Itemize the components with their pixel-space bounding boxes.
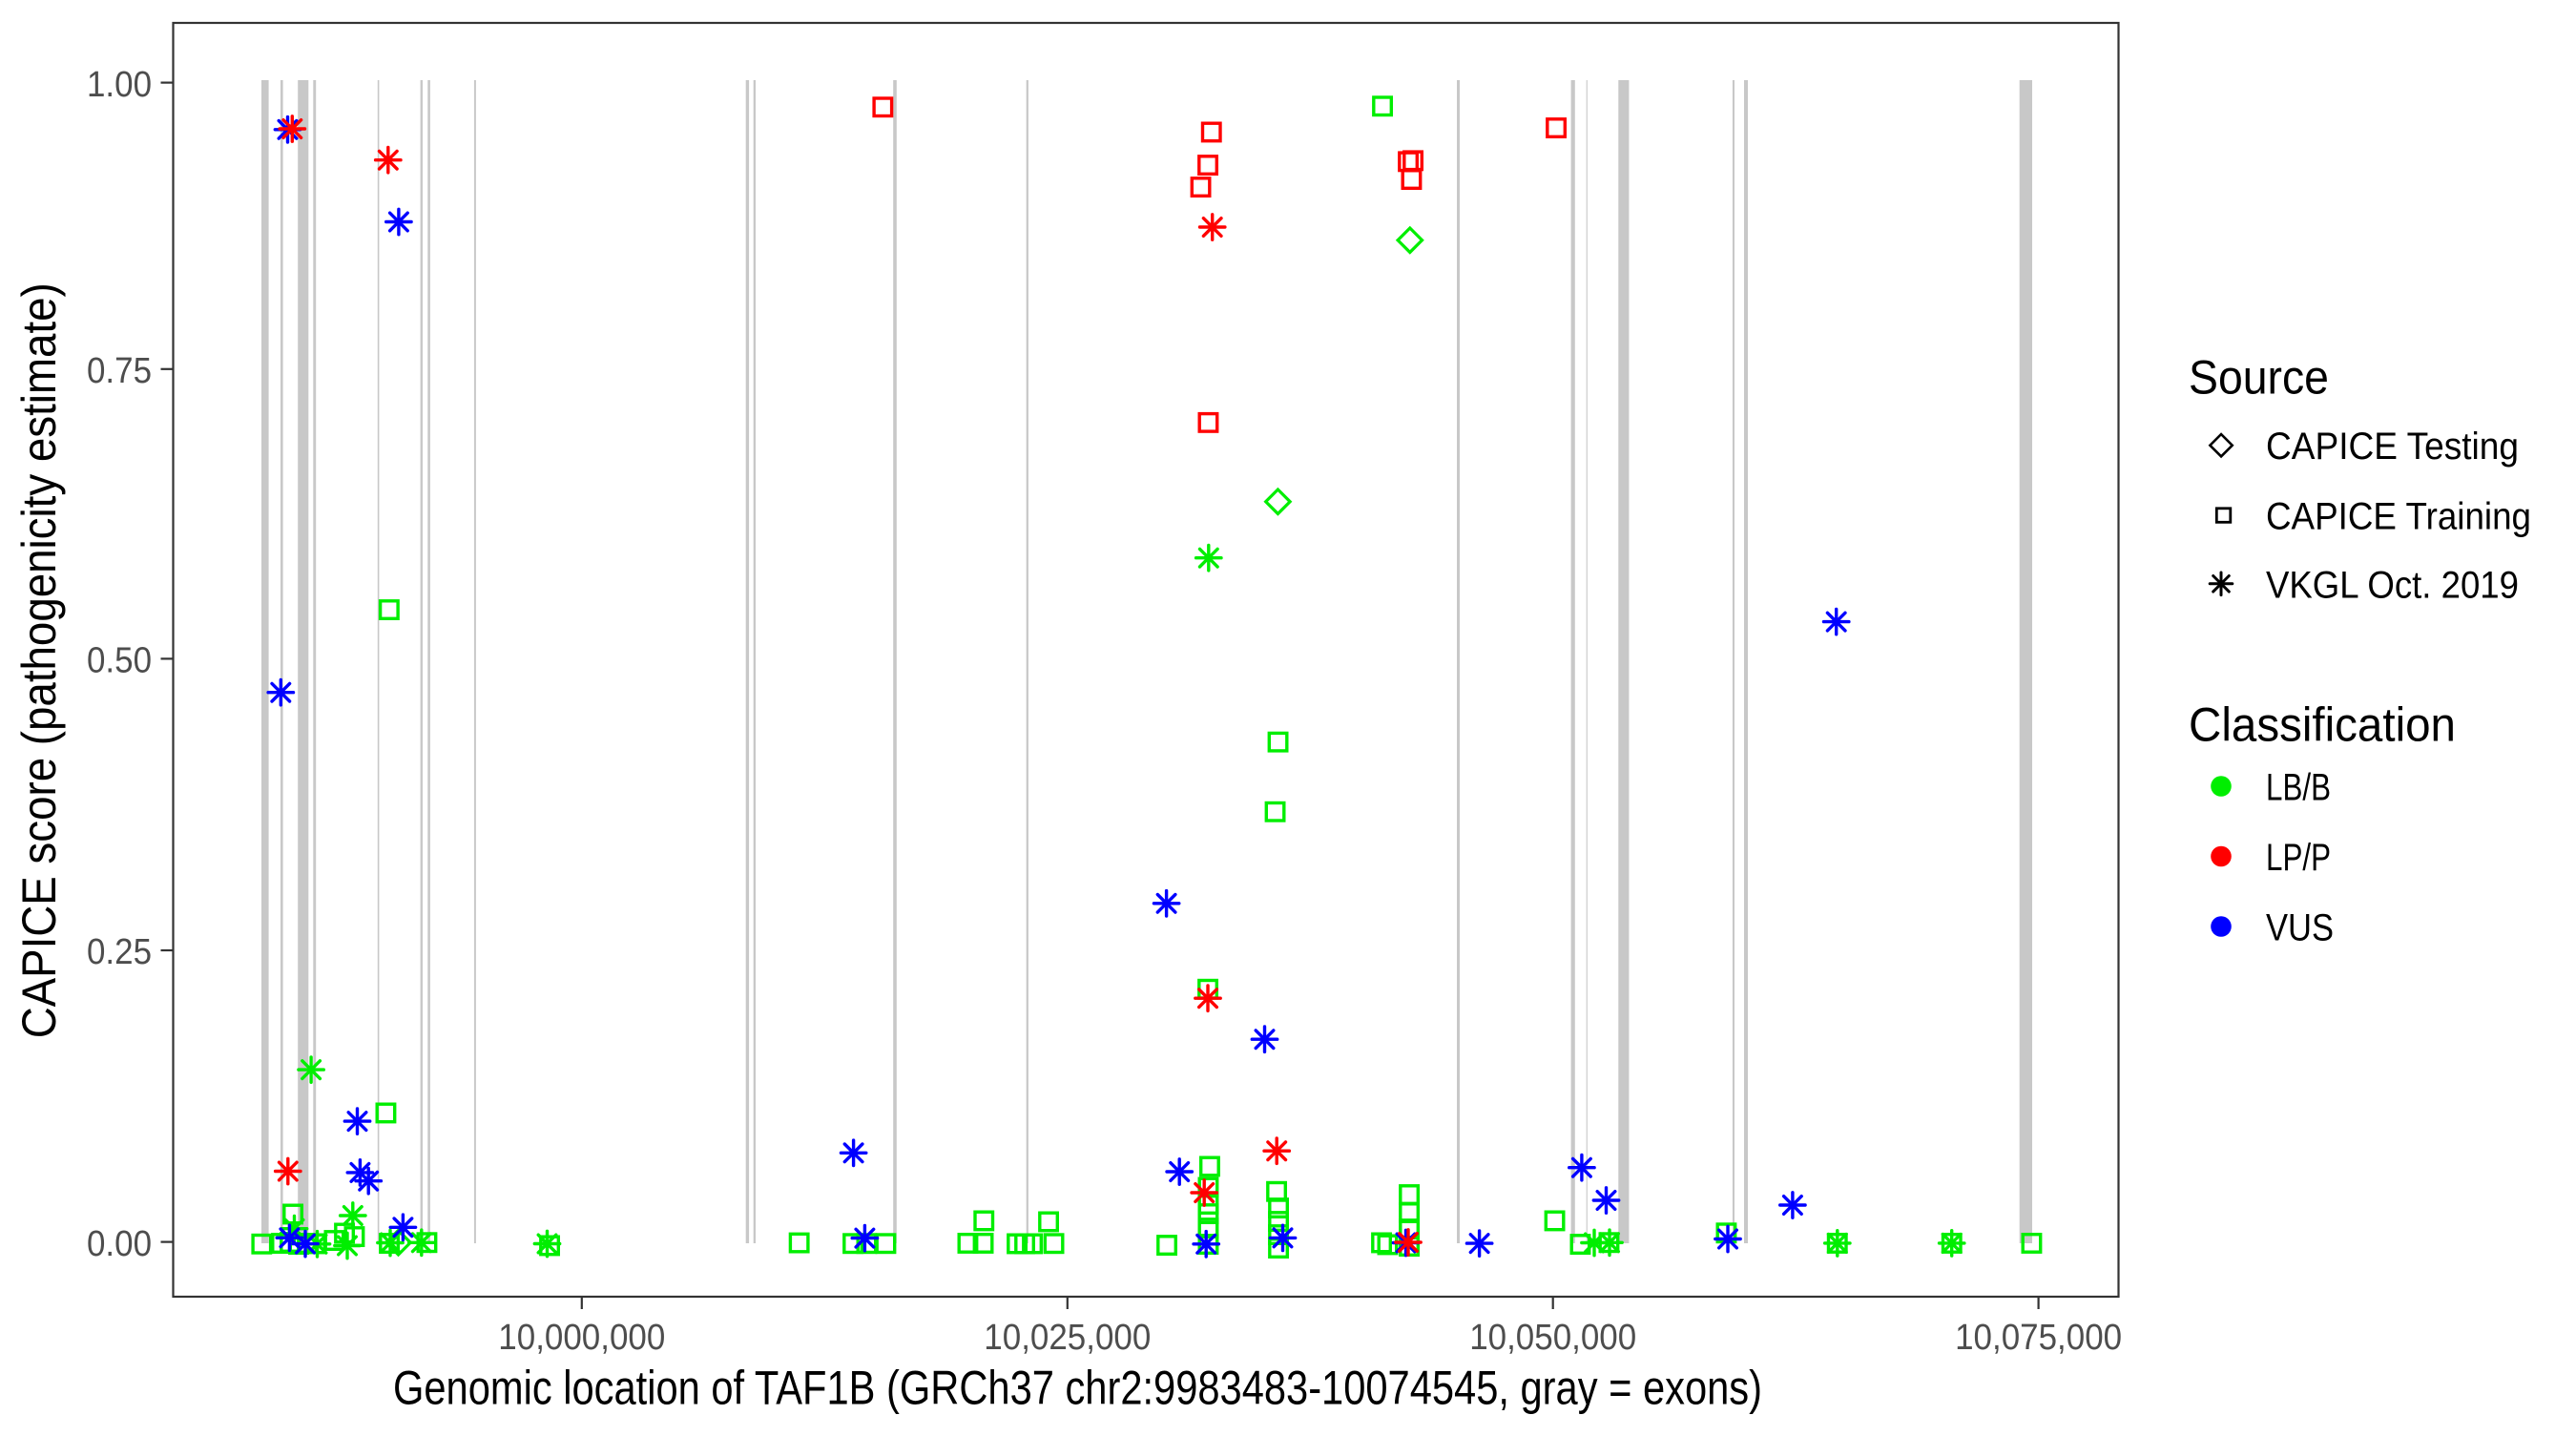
svg-text:LP/P: LP/P [2266,837,2331,879]
svg-text:CAPICE score (pathogenicity es: CAPICE score (pathogenicity estimate) [12,282,66,1038]
svg-text:10,000,000: 10,000,000 [498,1318,665,1358]
svg-text:10,025,000: 10,025,000 [984,1318,1151,1358]
svg-text:CAPICE Testing: CAPICE Testing [2266,426,2519,468]
svg-text:VUS: VUS [2266,906,2334,948]
svg-text:CAPICE Training: CAPICE Training [2266,496,2531,538]
svg-text:0.25: 0.25 [87,932,152,972]
svg-text:10,075,000: 10,075,000 [1955,1318,2122,1358]
svg-text:Classification: Classification [2189,698,2456,752]
svg-text:0.75: 0.75 [87,351,152,391]
svg-text:VKGL Oct. 2019: VKGL Oct. 2019 [2266,564,2519,606]
svg-text:0.50: 0.50 [87,641,152,681]
svg-text:10,050,000: 10,050,000 [1469,1318,1636,1358]
svg-text:Source: Source [2189,351,2329,405]
svg-text:Genomic location of TAF1B (GRC: Genomic location of TAF1B (GRCh37 chr2:9… [393,1362,1762,1415]
svg-text:0.00: 0.00 [87,1224,152,1264]
svg-text:1.00: 1.00 [87,65,152,105]
svg-text:LB/B: LB/B [2266,767,2331,809]
